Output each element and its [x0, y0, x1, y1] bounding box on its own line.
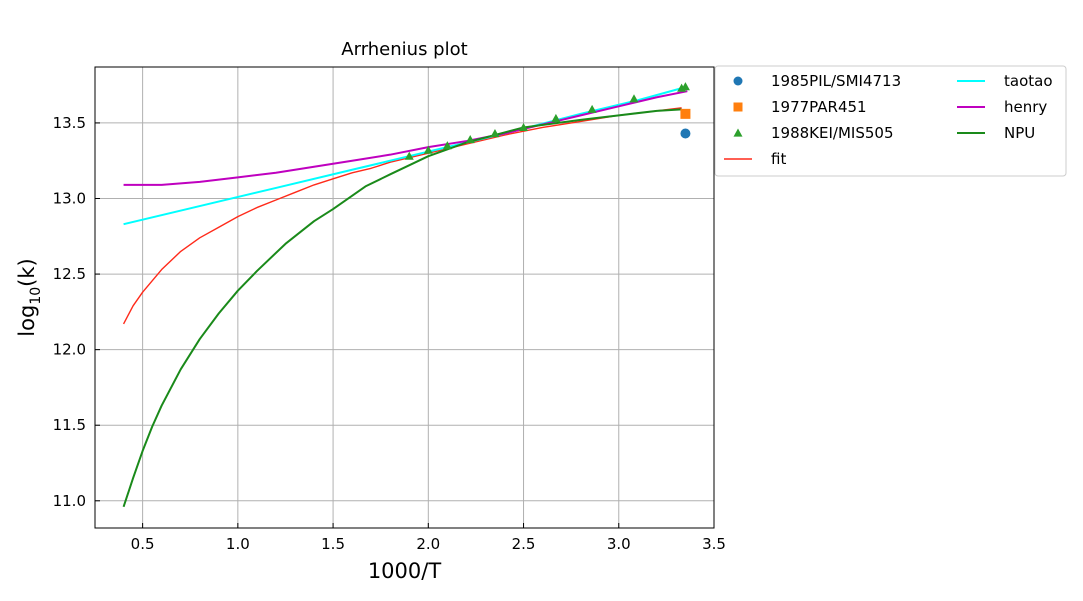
- y-axis-label-subscript: 10: [28, 287, 44, 305]
- plot-area-frame: [94, 66, 715, 529]
- series-line-fit: [122, 107, 682, 325]
- x-tick-label: 0.5: [131, 535, 155, 553]
- data-point: [680, 128, 691, 139]
- x-tick-label: 1.5: [321, 535, 345, 553]
- legend-entry-fit: fit: [724, 150, 786, 168]
- y-tick-label: 12.0: [53, 341, 86, 359]
- data-point: [490, 129, 500, 138]
- legend: 1985PIL/SMI4713 1977PAR451 1988KEI/MIS505 f…: [714, 65, 1067, 177]
- legend-entry-npu: NPU: [957, 124, 1035, 142]
- legend-swatch: [733, 76, 743, 86]
- legend-label: 1988KEI/MIS505: [771, 124, 893, 142]
- x-tick-label: 2.5: [512, 535, 536, 553]
- data-point: [519, 122, 529, 132]
- legend-box: [714, 65, 1067, 177]
- legend-entry-1985pil-smi4713: 1985PIL/SMI4713: [733, 72, 901, 90]
- x-tick-label: 3.0: [607, 535, 631, 553]
- legend-swatch: [733, 102, 743, 112]
- axis-ticks: 0.5 1.0 1.5 2.0 2.5 3.0 3.5 11.0 11.5 12.0 12.5 13.…: [53, 114, 726, 553]
- data-point: [680, 108, 691, 119]
- legend-label: taotao: [1004, 72, 1053, 90]
- series-points: [404, 82, 691, 160]
- y-axis-label: log10(k): [15, 258, 44, 336]
- legend-entry-1977par451: 1977PAR451: [733, 98, 867, 116]
- y-tick-label: 11.0: [53, 492, 86, 510]
- data-point: [423, 145, 433, 154]
- y-axis-label-base: log: [15, 305, 39, 337]
- y-tick-label: 12.5: [53, 265, 86, 283]
- legend-entry-taotao: taotao: [957, 72, 1053, 90]
- y-tick-label: 13.5: [53, 114, 86, 132]
- x-tick-label: 1.0: [226, 535, 250, 553]
- data-point: [680, 82, 690, 91]
- data-point: [551, 113, 561, 122]
- legend-label: 1985PIL/SMI4713: [771, 72, 901, 90]
- legend-label: fit: [771, 150, 786, 168]
- legend-label: NPU: [1004, 124, 1035, 142]
- data-point: [629, 94, 639, 103]
- series-line-henry: [123, 90, 688, 186]
- data-point: [465, 135, 475, 144]
- y-tick-label: 11.5: [53, 416, 86, 434]
- x-tick-label: 3.5: [702, 535, 726, 553]
- legend-label: henry: [1004, 98, 1047, 116]
- x-axis-label: 1000/T: [368, 559, 442, 583]
- y-tick-label: 13.0: [53, 189, 86, 207]
- chart-title: Arrhenius plot: [341, 39, 467, 60]
- x-tick-label: 2.0: [416, 535, 440, 553]
- data-point: [442, 141, 452, 150]
- y-axis-label-rest: (k): [15, 258, 39, 287]
- data-point: [404, 151, 414, 160]
- data-point: [587, 104, 597, 113]
- legend-swatch: [733, 128, 743, 137]
- legend-entry-1988kei-mis505: 1988KEI/MIS505: [733, 124, 893, 142]
- series-lines: [122, 85, 688, 508]
- series-line-taotao: [123, 85, 688, 226]
- legend-entry-henry: henry: [957, 98, 1047, 116]
- legend-label: 1977PAR451: [771, 98, 867, 116]
- grid: [95, 67, 715, 528]
- series-line-npu: [122, 108, 682, 508]
